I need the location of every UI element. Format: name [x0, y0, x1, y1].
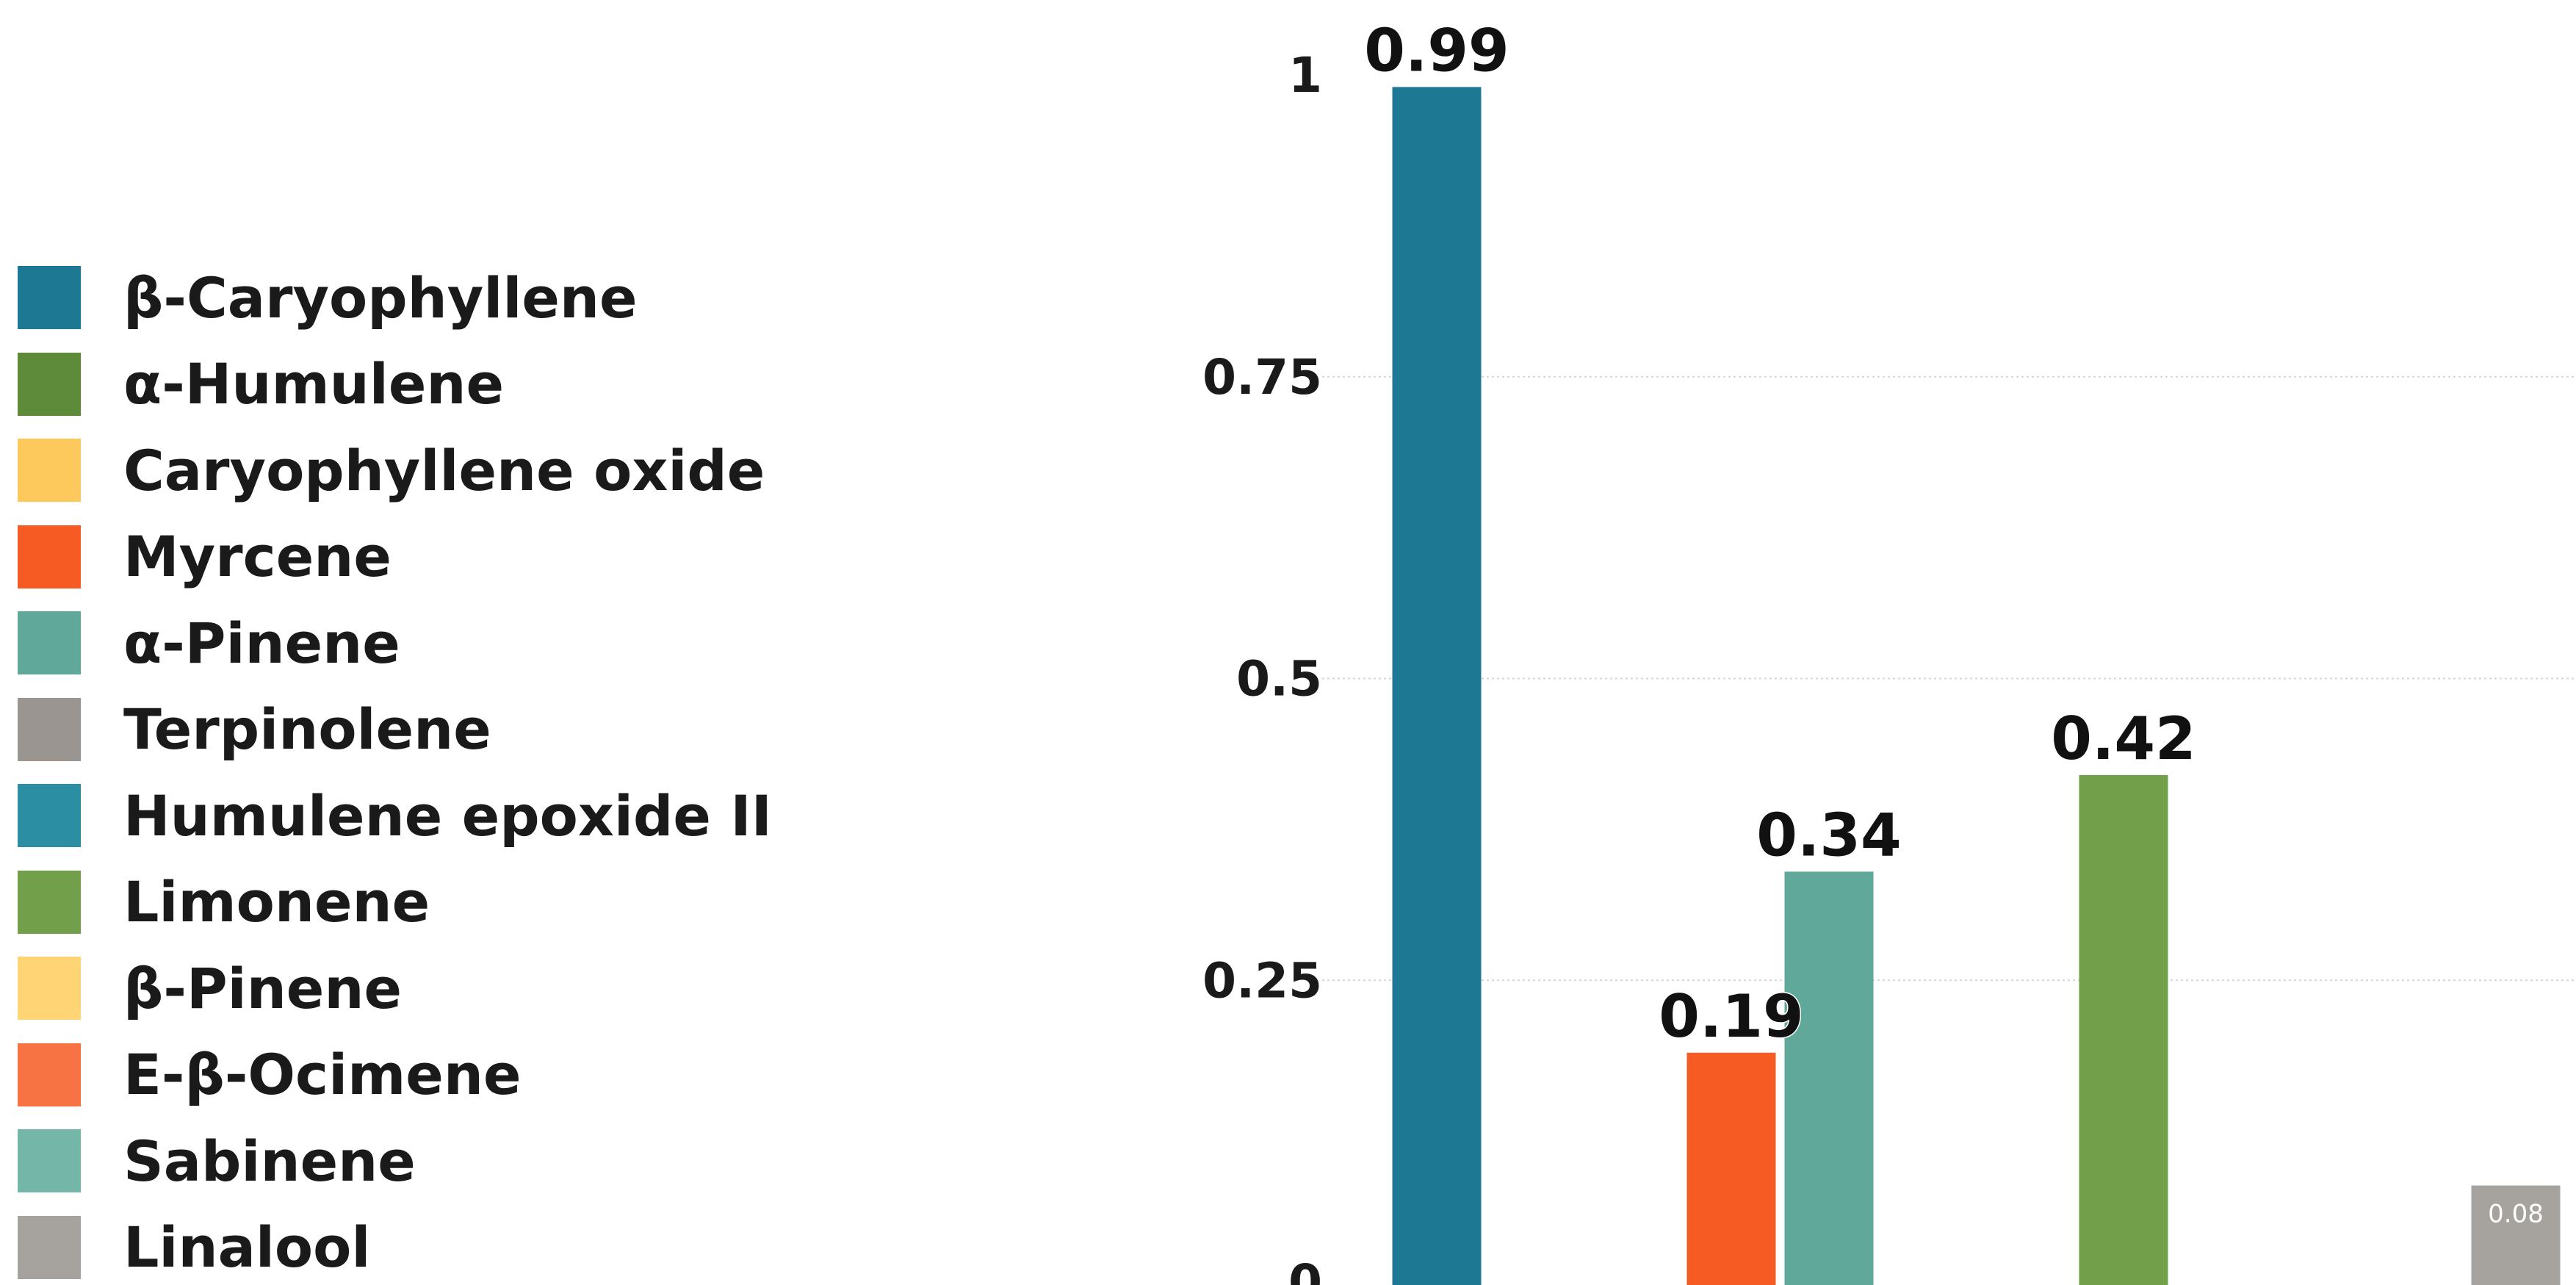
legend-item: α-Humulene [18, 351, 504, 417]
bar [2471, 1185, 2561, 1285]
legend-item: β-Caryophyllene [18, 264, 638, 331]
legend-label: Linalool [123, 1214, 371, 1280]
legend-item: Caryophyllene oxide [18, 437, 765, 503]
legend-swatch [18, 439, 81, 502]
y-tick-label: 0.75 [1202, 349, 1322, 406]
bar [1392, 87, 1482, 1285]
y-tick-label: 0.5 [1236, 651, 1322, 708]
legend-swatch [18, 611, 81, 674]
legend-label: Terpinolene [123, 697, 491, 762]
legend-item: Myrcene [18, 524, 392, 590]
legend-item: Terpinolene [18, 697, 491, 763]
legend-item: β-Pinene [18, 955, 402, 1021]
bar [1784, 871, 1874, 1285]
legend-label: Limonene [123, 869, 430, 935]
chart-legend: β-Caryophyllene α-Humulene Caryophyllene o… [0, 0, 1028, 1285]
legend-swatch [18, 352, 81, 416]
legend-label: Myrcene [123, 524, 392, 589]
legend-swatch [18, 266, 81, 329]
legend-label: E-β-Ocimene [123, 1042, 522, 1107]
data-label: 0.19 [1659, 982, 1803, 1051]
bar [2079, 774, 2168, 1285]
legend-label: β-Caryophyllene [123, 264, 638, 331]
legend-label: Caryophyllene oxide [123, 437, 765, 503]
legend-swatch [18, 957, 81, 1020]
legend-item: Linalool [18, 1214, 370, 1281]
legend-swatch [18, 1215, 81, 1279]
data-label: 0.08 [2488, 1200, 2544, 1229]
legend-item: E-β-Ocimene [18, 1042, 522, 1108]
legend-swatch [18, 697, 81, 761]
y-axis-ticks: 0 0.25 0.5 0.75 1 [1202, 47, 1322, 1285]
legend-label: Sabinene [123, 1128, 416, 1194]
y-tick-label: 0 [1288, 1254, 1322, 1285]
data-label: 0.42 [2051, 705, 2196, 773]
legend-item: Limonene [18, 869, 430, 935]
y-tick-label: 0.25 [1202, 952, 1322, 1009]
legend-item: α-Pinene [18, 610, 400, 676]
legend-item: Humulene epoxide II [18, 782, 772, 849]
data-labels: 0.99 0.19 0.34 0.42 0.08 [1363, 15, 2544, 1229]
legend-label: β-Pinene [123, 955, 402, 1021]
legend-swatch [18, 870, 81, 934]
legend-item: Sabinene [18, 1128, 416, 1194]
legend-label: α-Pinene [123, 610, 400, 676]
data-label: 0.99 [1364, 16, 1509, 84]
bar [1686, 1052, 1776, 1285]
legend-swatch [18, 1043, 81, 1106]
legend-swatch [18, 525, 81, 588]
grid-layer [1322, 375, 2576, 982]
legend-label: Humulene epoxide II [123, 782, 772, 849]
y-tick-label: 1 [1288, 47, 1322, 104]
legend-swatch [18, 784, 81, 847]
data-label: 0.34 [1756, 801, 1901, 869]
legend-swatch [18, 1129, 81, 1192]
bars [1392, 87, 2561, 1285]
legend-label: α-Humulene [123, 351, 505, 417]
